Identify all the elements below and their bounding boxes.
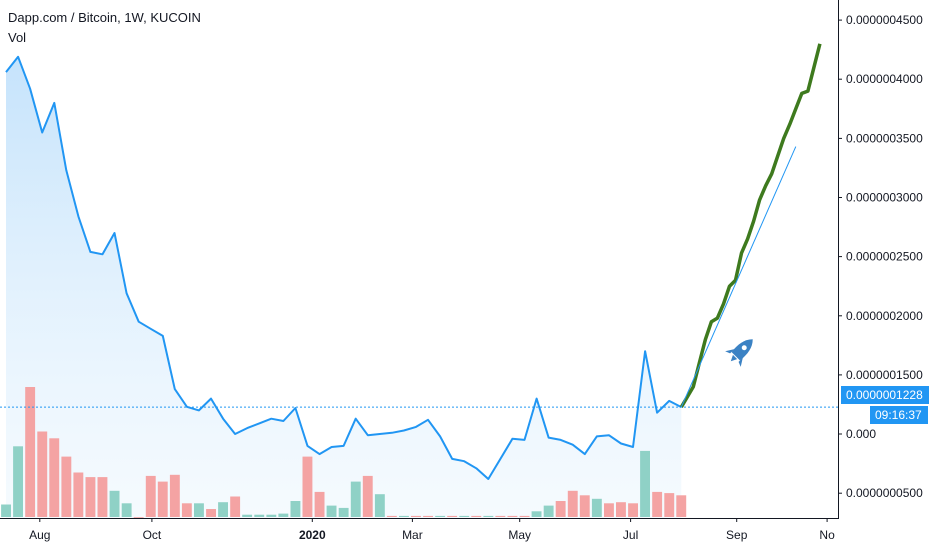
volume-bar xyxy=(169,474,180,517)
volume-bar xyxy=(194,503,204,517)
price-line-layer xyxy=(5,55,682,480)
volume-bar xyxy=(640,450,650,517)
legend-title: Dapp.com / Bitcoin, 1W, KUCOIN xyxy=(8,10,201,25)
y-tick-label: 0.0000002500 xyxy=(846,250,923,264)
volume-bar xyxy=(290,501,301,517)
volume-bar xyxy=(157,481,168,517)
price-area-layer xyxy=(6,56,682,519)
volume-bar xyxy=(97,477,108,517)
volume-layer xyxy=(1,387,687,518)
x-tick-label: No xyxy=(819,528,835,542)
volume-bar xyxy=(555,501,566,517)
drawing-layer xyxy=(679,43,822,408)
y-tick-label: 0.0000000500 xyxy=(846,486,923,500)
volume-bar xyxy=(25,387,36,517)
volume-bar xyxy=(49,438,60,517)
volume-bar xyxy=(459,515,470,517)
volume-bar xyxy=(73,472,84,517)
volume-bar xyxy=(218,502,228,517)
volume-bar xyxy=(652,491,663,517)
y-tick-label: 0.0000004000 xyxy=(846,72,923,86)
volume-bar xyxy=(399,515,409,517)
y-tick-label: 0.0000004500 xyxy=(846,13,923,27)
volume-bar xyxy=(543,505,554,517)
x-tick-label: Mar xyxy=(402,528,423,542)
volume-bar xyxy=(447,515,458,517)
volume-bar xyxy=(109,490,120,517)
volume-bar xyxy=(133,517,144,518)
projection-path[interactable] xyxy=(679,43,822,408)
x-tick-label: May xyxy=(508,528,531,542)
volume-bar xyxy=(181,503,192,517)
price-area xyxy=(6,56,682,519)
countdown-value: 09:16:37 xyxy=(875,408,922,422)
volume-bar xyxy=(616,502,626,517)
x-tick-label: 2020 xyxy=(299,528,326,542)
volume-bar xyxy=(350,481,361,517)
volume-bar xyxy=(483,515,494,517)
volume-bar xyxy=(423,515,433,517)
volume-bar xyxy=(676,495,687,517)
volume-bar xyxy=(495,515,506,517)
legend-volume-label: Vol xyxy=(8,30,27,45)
x-tick-label: Jul xyxy=(623,528,638,542)
volume-bar xyxy=(362,475,373,517)
volume-bar xyxy=(302,456,313,517)
y-tick-label: 0.0000001500 xyxy=(846,368,923,382)
countdown-tag: 09:16:37 xyxy=(870,406,928,424)
volume-bar xyxy=(37,431,48,517)
volume-bar xyxy=(61,456,72,517)
volume-bar xyxy=(85,477,96,517)
volume-bar xyxy=(507,515,518,517)
volume-bar xyxy=(519,515,530,517)
volume-bar xyxy=(471,515,482,517)
volume-bar xyxy=(13,446,23,517)
volume-bar xyxy=(314,491,325,517)
volume-bar xyxy=(1,504,11,517)
volume-bar xyxy=(254,514,265,517)
volume-bar xyxy=(121,503,132,517)
axis-layer: 0.0000000500 0.000 0.0000001500 0.000000200… xyxy=(0,0,923,542)
volume-bar xyxy=(664,493,675,517)
trend-line[interactable] xyxy=(680,146,797,408)
volume-bar xyxy=(278,513,289,517)
volume-bar xyxy=(628,503,638,517)
volume-bar xyxy=(435,515,446,517)
volume-bar xyxy=(531,511,542,517)
y-tick-label: 0.0000003000 xyxy=(846,191,923,205)
volume-bar xyxy=(386,515,397,517)
volume-bar xyxy=(567,490,578,517)
price-line xyxy=(5,55,682,480)
x-tick-label: Sep xyxy=(726,528,748,542)
y-tick-label: 0.0000003500 xyxy=(846,131,923,145)
volume-bar xyxy=(326,505,337,517)
volume-bar xyxy=(242,514,253,517)
volume-bar xyxy=(230,496,241,517)
x-tick-label: Aug xyxy=(29,528,50,542)
volume-bar xyxy=(145,475,156,517)
y-tick-label: 0.000 xyxy=(846,427,876,441)
volume-bar xyxy=(338,507,349,517)
volume-bar xyxy=(266,514,277,517)
volume-bar xyxy=(579,495,590,517)
y-tick-label: 0.0000002000 xyxy=(846,309,923,323)
volume-bar xyxy=(374,494,385,517)
x-tick-label: Oct xyxy=(143,528,162,542)
volume-bar xyxy=(591,498,602,517)
volume-bar xyxy=(206,509,216,517)
volume-bar xyxy=(411,515,421,517)
volume-bar xyxy=(604,503,614,517)
rocket-icon xyxy=(725,339,753,367)
price-tag-value: 0.0000001228 xyxy=(846,388,923,402)
price-tag: 0.0000001228 xyxy=(841,386,929,404)
